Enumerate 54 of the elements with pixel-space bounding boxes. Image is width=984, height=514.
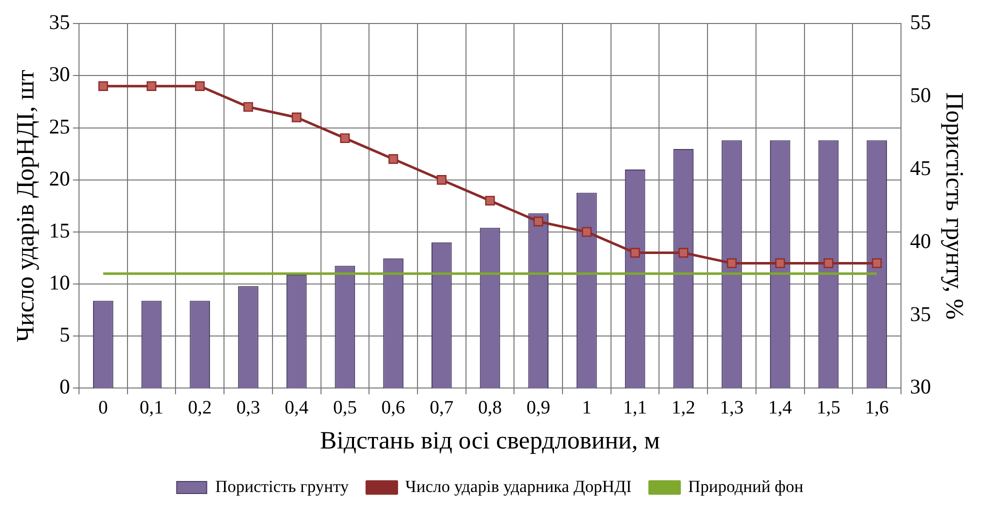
x-tick-label: 0,6 [381, 398, 406, 419]
legend-label: Пористість грунту [215, 476, 350, 496]
point [195, 81, 205, 91]
y-tick-label: 20 [49, 166, 70, 190]
point [726, 258, 737, 268]
point [388, 154, 398, 164]
x-tick-label: 1 [582, 398, 592, 419]
x-tick-label: 0,1 [140, 398, 164, 419]
point [436, 175, 446, 185]
x-tick-label: 1,4 [768, 398, 792, 419]
x-tick-label: 0,7 [430, 398, 454, 419]
y2-tick-label: 45 [910, 156, 931, 180]
y-tick-label: 30 [49, 62, 70, 86]
y-tick-label: 5 [60, 322, 70, 347]
point [98, 81, 108, 91]
point [146, 81, 156, 91]
x-tick-label: 0,5 [333, 398, 357, 419]
point [340, 133, 350, 144]
x-tick-label: 1,2 [672, 398, 696, 419]
point [292, 112, 302, 122]
x-tick-label: 0,2 [188, 398, 212, 419]
y2-tick-label: 30 [910, 374, 931, 399]
point [485, 196, 495, 206]
legend-label: Число ударів ударника ДорНДІ [405, 476, 632, 496]
x-tick-label: 0,9 [526, 398, 550, 419]
y2-tick-label: 55 [910, 10, 931, 34]
y2-tick-label: 35 [910, 302, 931, 326]
y-axis-title: Число ударів ДорНДІ, шт [12, 70, 40, 342]
point [872, 258, 882, 268]
y-tick-label: 35 [49, 10, 70, 34]
x-tick-label: 0,8 [478, 398, 502, 419]
x-tick-label: 1,5 [816, 398, 840, 419]
y2-tick-label: 50 [910, 83, 931, 108]
point [824, 258, 834, 268]
x-tick-label: 0 [98, 398, 108, 419]
legend-label: Природний фон [688, 476, 804, 496]
x-tick-label: 1,6 [864, 398, 889, 419]
y2-axis-title: Пористість грунту, % [940, 92, 968, 320]
point [678, 248, 688, 258]
y2-tick-label: 40 [910, 228, 931, 253]
point [243, 102, 254, 112]
y-tick-label: 15 [49, 218, 70, 242]
y-tick-label: 25 [49, 114, 70, 138]
point [534, 216, 544, 226]
y-tick-label: 10 [49, 270, 70, 295]
point [582, 227, 592, 237]
x-tick-label: 1,1 [623, 398, 647, 419]
x-tick-label: 1,3 [720, 398, 744, 419]
y-tick-label: 0 [60, 374, 70, 399]
x-axis-title: Відстань від осі свердловини, м [320, 428, 660, 455]
point [630, 248, 640, 258]
x-tick-label: 0,3 [236, 398, 260, 419]
point [775, 258, 785, 268]
x-tick-label: 0,4 [284, 398, 309, 419]
